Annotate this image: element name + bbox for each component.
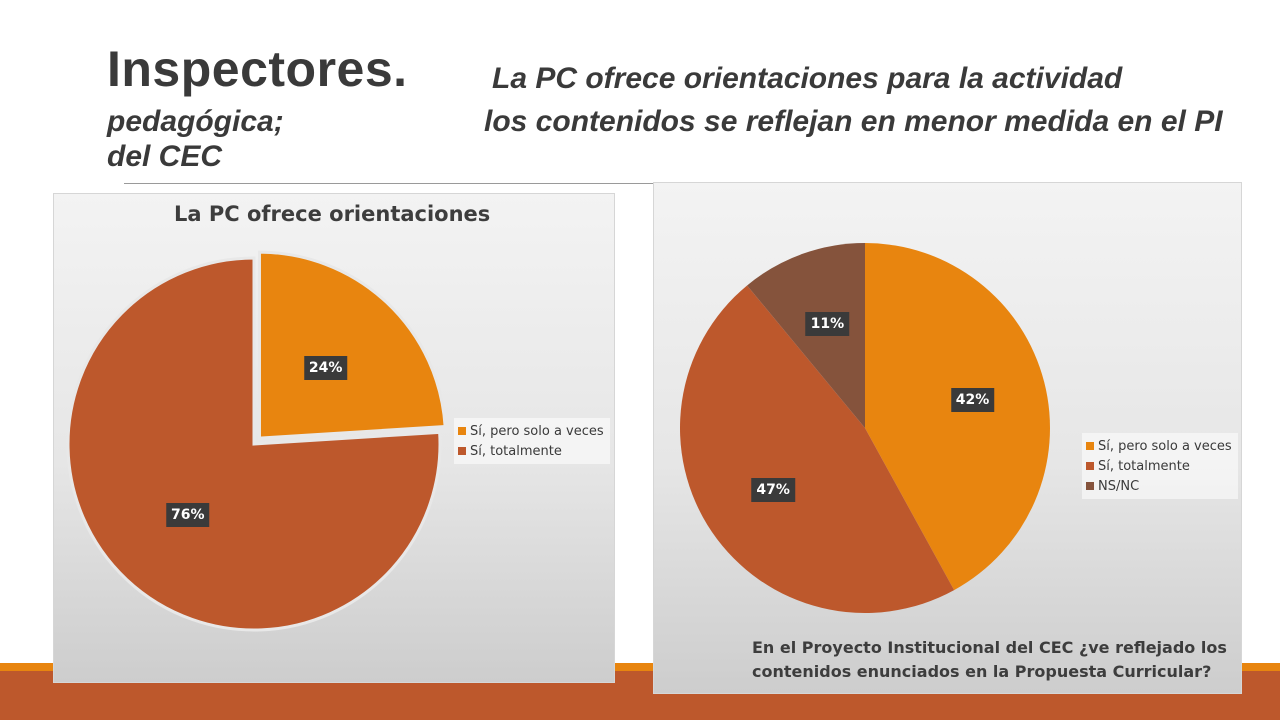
pie-chart-right (680, 243, 1050, 614)
legend-right: Sí, pero solo a veces Sí, totalmente NS/NC (1082, 433, 1238, 499)
legend-label: Sí, totalmente (470, 443, 562, 459)
legend-item-ns-nc: NS/NC (1086, 476, 1232, 496)
legend-swatch (458, 447, 466, 455)
data-label-si-totalmente: 76% (166, 502, 210, 527)
legend-swatch (1086, 442, 1094, 450)
title-divider (124, 183, 655, 184)
legend-left: Sí, pero solo a veces Sí, totalmente (454, 418, 610, 464)
title-main: Inspectores. (107, 44, 408, 94)
title-main-text: Inspectores (107, 41, 394, 97)
legend-label: NS/NC (1098, 478, 1140, 494)
title-main-dot: . (393, 41, 408, 97)
legend-swatch (1086, 482, 1094, 490)
legend-swatch (458, 427, 466, 435)
data-label-si-pero-solo-a-veces: 24% (303, 355, 348, 380)
legend-item-si-pero-solo-a-veces: Sí, pero solo a veces (458, 421, 604, 441)
legend-item-si-totalmente: Sí, totalmente (458, 441, 604, 461)
pie-slice-si-totalmente (66, 256, 442, 632)
pie-chart-left (66, 250, 447, 632)
legend-label: Sí, totalmente (1098, 458, 1190, 474)
chart-title-left: La PC ofrece orientaciones (174, 202, 491, 226)
subtitle-line-1: La PC ofrece orientaciones para la activ… (492, 62, 1123, 95)
legend-label: Sí, pero solo a veces (470, 423, 604, 439)
subtitle-line-2b: los contenidos se reflejan en menor medi… (484, 105, 1223, 138)
legend-item-si-pero-solo-a-veces: Sí, pero solo a veces (1086, 436, 1232, 456)
footer-accent-bar (0, 663, 1280, 671)
legend-item-si-totalmente: Sí, totalmente (1086, 456, 1232, 476)
subtitle-line-3: del CEC (107, 140, 223, 173)
chart-title-right: En el Proyecto Institucional del CEC ¿ve… (752, 638, 1227, 681)
chart-panel-left: La PC ofrece orientaciones Sí, pero solo… (53, 193, 615, 683)
data-label-si-pero-solo-a-veces: 42% (950, 388, 995, 413)
data-label-si-totalmente: 47% (751, 478, 795, 503)
subtitle-line-2a: pedagógica; (107, 105, 284, 138)
legend-swatch (1086, 462, 1094, 470)
legend-label: Sí, pero solo a veces (1098, 438, 1232, 454)
pie-slice-si-pero-solo-a-veces (257, 250, 447, 440)
data-label-ns-nc: 11% (805, 311, 850, 336)
pie-slice-si-pero-solo-a-veces (865, 243, 1050, 591)
chart-panel-right: Sí, pero solo a veces Sí, totalmente NS/NC… (653, 182, 1242, 694)
pie-slice-si-totalmente (680, 285, 955, 614)
